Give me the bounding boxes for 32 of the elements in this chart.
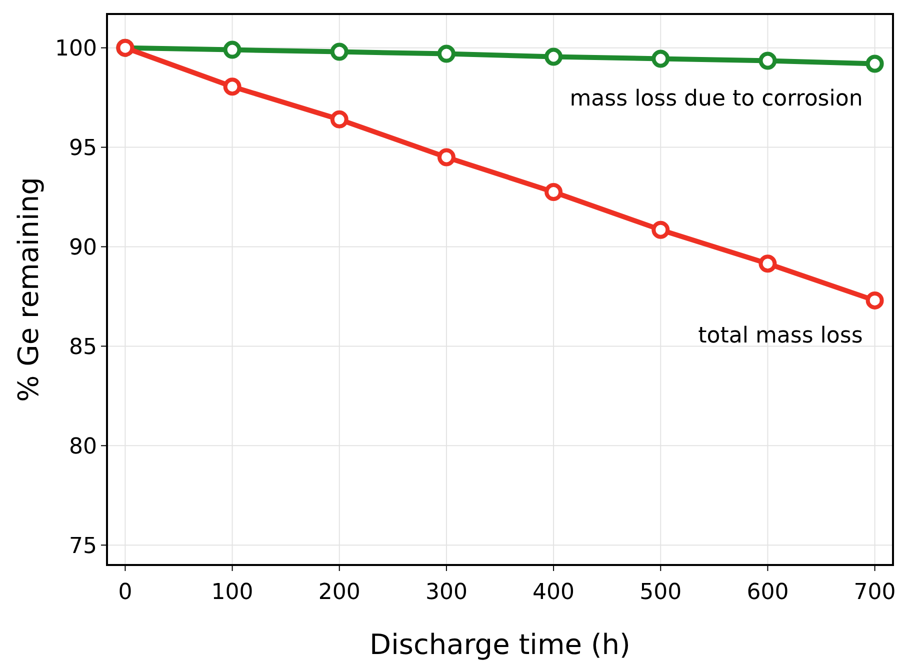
series-label: total mass loss xyxy=(698,323,863,348)
y-tick-label: 75 xyxy=(69,534,97,559)
point xyxy=(330,42,348,61)
point xyxy=(758,52,777,70)
point xyxy=(544,48,563,66)
x-axis-title: Discharge time (h) xyxy=(370,628,630,661)
series-label: mass loss due to corrosion xyxy=(570,86,863,112)
y-axis-title: % Ge remaining xyxy=(12,177,45,402)
point xyxy=(330,110,348,128)
point xyxy=(652,220,670,239)
y-tick-label: 85 xyxy=(69,334,97,360)
x-tick-label: 200 xyxy=(318,580,360,605)
point xyxy=(758,254,777,273)
point xyxy=(866,291,884,310)
x-tick-label: 700 xyxy=(854,580,896,605)
y-tick-label: 90 xyxy=(69,235,97,260)
y-tick-label: 100 xyxy=(55,36,97,62)
x-tick-label: 100 xyxy=(211,580,254,605)
x-tick-label: 600 xyxy=(746,580,789,605)
point xyxy=(866,54,884,73)
x-tick-label: 500 xyxy=(640,580,682,605)
x-tick-label: 0 xyxy=(118,580,132,605)
point xyxy=(437,148,456,166)
x-tick-label: 300 xyxy=(425,580,468,605)
point xyxy=(223,78,242,96)
y-tick-label: 80 xyxy=(69,434,97,460)
point xyxy=(652,50,670,68)
point xyxy=(544,183,563,202)
point xyxy=(437,44,456,63)
y-tick-label: 95 xyxy=(69,136,97,161)
x-tick-label: 400 xyxy=(532,580,575,605)
point xyxy=(223,40,242,59)
